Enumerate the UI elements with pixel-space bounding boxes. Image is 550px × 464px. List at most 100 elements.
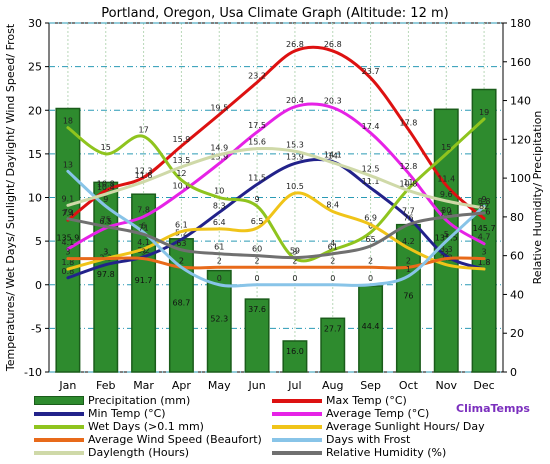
series-data-label: 23.7 — [362, 67, 380, 76]
series-data-label: 1.8 — [62, 258, 75, 267]
series-data-label: 9 — [255, 195, 260, 204]
series-data-label: 80 — [441, 206, 451, 215]
precip-data-label: 44.4 — [362, 322, 380, 331]
brand-label: ClimaTemps — [456, 402, 530, 415]
series-data-label: 9.6 — [440, 190, 453, 199]
series-data-label: 1.8 — [478, 258, 491, 267]
series-data-label: 10.6 — [173, 181, 191, 190]
series-data-label: 71 — [138, 223, 148, 232]
series-data-label: 14.1 — [324, 151, 342, 160]
legend-item: Precipitation (mm) — [34, 394, 190, 407]
x-tick-label: Nov — [436, 379, 458, 392]
precip-data-label: 135.9 — [56, 233, 79, 242]
series-data-label: 15.6 — [248, 138, 266, 147]
series-data-label: 3 — [482, 248, 487, 257]
series-data-label: 10.8 — [400, 180, 418, 189]
legend-swatch — [34, 450, 84, 455]
series-data-label: 82 — [479, 202, 489, 211]
precip-data-label: 16.0 — [286, 347, 304, 356]
left-tick-label: -10 — [24, 366, 42, 379]
legend-swatch — [272, 398, 322, 403]
series-data-label: 6.5 — [251, 217, 264, 226]
series-data-label: 76 — [403, 214, 413, 223]
series-data-label: 15 — [441, 143, 451, 152]
legend-label: Average Temp (°C) — [326, 407, 430, 420]
series-data-label: 10.8 — [97, 180, 115, 189]
series-data-label: 8.3 — [213, 201, 226, 210]
left-tick-label: 25 — [28, 61, 42, 74]
series-data-label: 6.1 — [175, 221, 188, 230]
series-data-label: 6.5 — [99, 217, 112, 226]
precip-data-label: 52.3 — [210, 314, 228, 323]
series-data-label: 13 — [63, 160, 73, 169]
series-data-label: 7.7 — [402, 207, 415, 216]
series-data-label: 26.8 — [286, 40, 304, 49]
series-data-label: 11.5 — [248, 173, 266, 182]
series-data-label: 9 — [103, 195, 108, 204]
right-tick-label: 100 — [510, 172, 531, 185]
series-data-label: 4 — [330, 239, 335, 248]
series-data-label: 12.8 — [400, 162, 418, 171]
series-line — [66, 102, 486, 251]
precip-bar — [55, 107, 81, 373]
series-data-label: 65 — [365, 235, 375, 244]
series-data-label: 11 — [403, 178, 413, 187]
legend-item: Average Temp (°C) — [272, 407, 429, 420]
legend-label: Daylength (Hours) — [88, 446, 190, 459]
series-data-label: 11.8 — [135, 171, 153, 180]
series-data-label: 26.8 — [324, 40, 342, 49]
series-data-label: 19 — [479, 108, 489, 117]
legend-label: Max Temp (°C) — [326, 394, 407, 407]
right-tick-label: 60 — [510, 250, 524, 263]
series-data-label: 4.1 — [137, 238, 150, 247]
left-tick-label: -5 — [31, 322, 42, 335]
x-tick-label: Apr — [172, 379, 192, 392]
legend-swatch — [34, 396, 84, 405]
series-data-label: 11.4 — [437, 174, 455, 183]
series-data-label: 6 — [141, 221, 146, 230]
series-line — [66, 117, 486, 263]
chart-legend: Precipitation (mm) Max Temp (°C) Min Temp … — [0, 394, 550, 464]
legend-item: Daylength (Hours) — [34, 446, 189, 459]
legend-label: Days with Frost — [326, 433, 411, 446]
series-data-label: 3 — [444, 248, 449, 257]
series-data-label: 15.3 — [286, 140, 304, 149]
series-data-label: 12 — [176, 169, 186, 178]
x-tick-label: Jun — [247, 379, 265, 392]
series-data-label: 7.8 — [137, 206, 150, 215]
series-data-label: 13.5 — [173, 156, 191, 165]
left-tick-label: 5 — [35, 235, 42, 248]
legend-item: Days with Frost — [272, 433, 410, 446]
series-data-label: 7.4 — [62, 209, 75, 218]
series-line — [66, 146, 486, 210]
right-tick-label: 180 — [510, 17, 531, 30]
chart-title: Portland, Oregon, Usa Climate Graph (Alt… — [101, 6, 448, 21]
legend-item: Wet Days (>0.1 mm) — [34, 420, 204, 433]
left-tick-label: 20 — [28, 104, 42, 117]
series-line — [66, 191, 486, 271]
series-data-label: 10 — [214, 187, 224, 196]
legend-item: Min Temp (°C) — [34, 407, 166, 420]
x-tick-label: Dec — [473, 379, 494, 392]
series-data-label: 8.4 — [326, 200, 339, 209]
series-data-label: 4.1 — [62, 238, 75, 247]
precip-bar — [320, 317, 346, 373]
precip-bar — [471, 88, 497, 373]
series-data-label: 4.2 — [402, 237, 415, 246]
legend-swatch — [272, 424, 322, 429]
series-data-label: 3 — [65, 248, 70, 257]
precip-data-label: 135.5 — [435, 234, 458, 243]
series-data-label: 2 — [368, 256, 373, 265]
series-data-label: 59 — [290, 247, 300, 256]
series-data-label: 2 — [292, 256, 297, 265]
legend-item: Max Temp (°C) — [272, 394, 407, 407]
legend-label: Average Wind Speed (Beaufort) — [88, 433, 262, 446]
y-axis-label-left: Temperatures/ Wet Days/ Sunlight/ Daylig… — [4, 23, 17, 372]
legend-label: Average Sunlight Hours/ Day — [326, 420, 485, 433]
legend-label: Min Temp (°C) — [88, 407, 166, 420]
series-data-label: 1 — [406, 265, 411, 274]
legend-swatch — [272, 450, 322, 455]
precip-bar — [282, 340, 308, 373]
series-data-label: 2 — [217, 256, 222, 265]
series-data-label: 10.4 — [97, 183, 115, 192]
